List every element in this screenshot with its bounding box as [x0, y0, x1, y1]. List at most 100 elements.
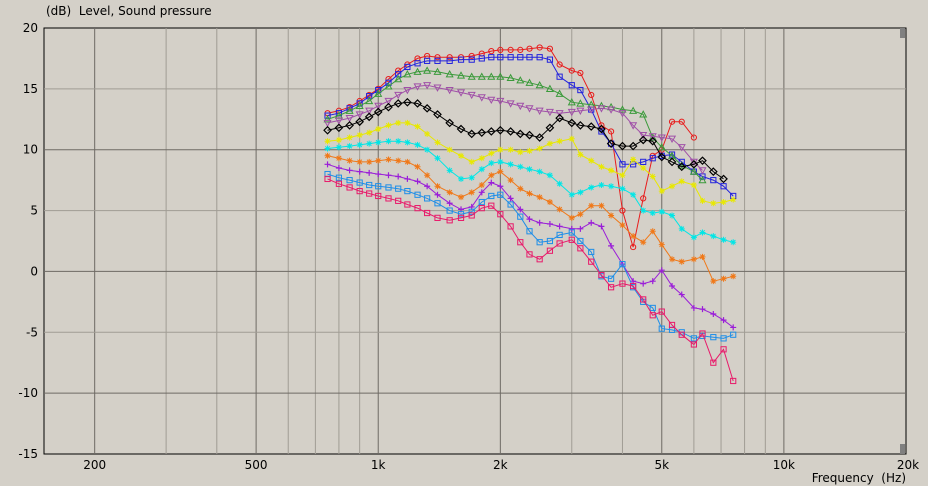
data-point — [403, 97, 412, 107]
x-tick-label: 10k — [773, 458, 795, 472]
data-point — [699, 229, 706, 236]
data-point — [324, 161, 331, 168]
data-point — [526, 216, 533, 223]
series-line — [327, 101, 724, 180]
data-point — [720, 199, 727, 206]
data-point — [467, 72, 476, 80]
data-point — [658, 241, 665, 248]
data-point — [588, 202, 595, 209]
data-point — [719, 174, 728, 184]
data-point — [545, 123, 555, 133]
data-point — [458, 152, 465, 159]
x-tick-label: 5k — [654, 458, 669, 472]
data-point — [395, 138, 402, 145]
data-point — [710, 233, 717, 240]
series-5 — [323, 97, 728, 184]
x-axis-label: Frequency (Hz) — [811, 471, 906, 485]
data-point — [507, 223, 514, 230]
series-8 — [324, 152, 737, 285]
data-point — [433, 110, 442, 119]
data-point — [568, 82, 575, 89]
data-point — [730, 324, 737, 331]
data-point — [628, 141, 638, 151]
data-point — [414, 60, 421, 67]
data-point — [414, 191, 421, 198]
data-point — [577, 245, 584, 252]
data-point — [710, 278, 717, 285]
data-point — [434, 183, 441, 190]
data-point — [414, 141, 421, 148]
data-point — [424, 172, 431, 179]
data-point — [556, 206, 563, 213]
data-point — [535, 133, 545, 142]
data-point — [658, 208, 665, 215]
data-point — [577, 211, 584, 218]
chart-title: (dB) Level, Sound pressure — [46, 4, 212, 18]
data-point — [487, 96, 496, 105]
data-point — [598, 202, 605, 209]
data-point — [404, 119, 411, 126]
series-group — [323, 44, 737, 385]
data-point — [385, 184, 392, 191]
data-point — [334, 123, 344, 133]
data-point — [423, 82, 432, 90]
data-point — [477, 72, 486, 80]
data-point — [395, 67, 402, 74]
data-point — [356, 179, 363, 186]
data-point — [556, 61, 563, 68]
data-point — [434, 139, 441, 146]
data-point — [649, 278, 656, 285]
data-point — [507, 146, 514, 153]
data-point — [699, 330, 706, 337]
data-point — [495, 125, 505, 135]
data-point — [720, 236, 727, 243]
data-point — [555, 113, 564, 123]
data-point — [657, 152, 667, 162]
y-tick-labels: 20 15 10 5 0 -5 -10 -15 — [18, 21, 38, 461]
data-point — [346, 157, 353, 164]
data-point — [619, 172, 626, 179]
data-point — [555, 89, 564, 97]
data-point — [478, 182, 485, 189]
data-point — [414, 163, 421, 170]
scroll-handle-bottom[interactable] — [900, 444, 905, 454]
data-point — [629, 122, 638, 130]
data-point — [373, 107, 383, 117]
data-point — [567, 98, 576, 106]
data-point — [536, 219, 543, 226]
data-point — [414, 205, 421, 212]
data-point — [556, 240, 563, 247]
data-point — [468, 56, 475, 63]
x-tick-label: 1k — [371, 458, 386, 472]
data-point — [649, 173, 656, 180]
data-point — [506, 127, 515, 136]
series-6 — [324, 119, 737, 207]
data-point — [536, 145, 543, 152]
data-point — [517, 46, 524, 54]
data-point — [608, 242, 615, 249]
data-point — [699, 253, 706, 260]
scroll-handle-top[interactable] — [900, 28, 905, 38]
data-point — [678, 331, 685, 338]
data-point — [457, 211, 465, 218]
data-point — [488, 48, 495, 55]
data-point — [619, 207, 626, 214]
data-point — [507, 54, 514, 61]
data-point — [385, 172, 392, 179]
data-point — [699, 306, 706, 313]
data-point — [698, 156, 707, 166]
data-point — [607, 284, 615, 291]
data-point — [730, 196, 737, 203]
data-point — [478, 155, 485, 162]
data-point — [577, 86, 584, 94]
data-point — [669, 183, 676, 190]
data-point — [345, 106, 354, 114]
data-point — [568, 67, 575, 74]
x-tick-labels: 200 500 1k 2k 5k 10k 20k — [83, 458, 919, 472]
data-point — [710, 311, 717, 318]
y-tick-label: -10 — [18, 386, 38, 400]
data-point — [424, 57, 431, 64]
data-point — [669, 283, 676, 290]
data-point — [516, 102, 525, 111]
data-point — [545, 108, 554, 117]
